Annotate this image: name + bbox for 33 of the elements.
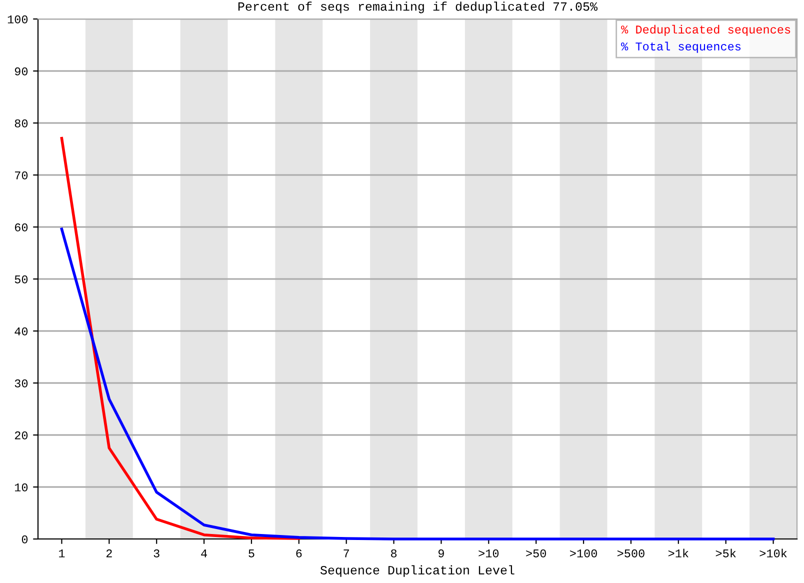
x-tick-label: >100	[570, 549, 597, 558]
x-tick-label: 5	[248, 550, 254, 558]
x-tick-label: 6	[296, 549, 302, 558]
x-tick-label: >10	[478, 549, 499, 558]
x-axis-title: Sequence Duplication Level	[320, 565, 514, 577]
y-tick-label: 0	[22, 535, 28, 544]
line-series	[60, 136, 300, 540]
x-tick-label: 1	[59, 550, 65, 558]
x-tick-label: >5k	[716, 548, 736, 558]
y-tick-label: 40	[14, 327, 28, 336]
y-tick-label: 70	[15, 171, 28, 180]
chart-title: Percent of seqs remaining if deduplicated 77.05%	[238, 2, 598, 14]
y-tick-label: 30	[14, 379, 28, 388]
x-tick-label: 8	[391, 549, 397, 558]
x-tick-label: 9	[438, 549, 444, 558]
x-tick-label: 7	[344, 550, 349, 558]
x-tick-label: 2	[106, 549, 112, 558]
x-tick-label: >1k	[668, 548, 688, 558]
y-tick-label: 60	[14, 223, 28, 232]
y-tick-label: 10	[14, 483, 28, 492]
x-tick-label: 4	[201, 550, 207, 558]
x-tick-label: >50	[526, 549, 546, 558]
x-tick-label: >500	[617, 549, 644, 558]
x-tick-label: >10k	[760, 548, 787, 558]
text: % Total sequences	[621, 42, 741, 53]
y-tick-label: 100	[8, 15, 28, 24]
y-tick-label: 80	[14, 119, 28, 128]
y-tick-label: 90	[14, 67, 28, 76]
line-series	[60, 228, 775, 540]
text: % Deduplicated sequences	[621, 24, 790, 36]
x-tick-label: 3	[154, 549, 160, 558]
y-tick-label: 50	[14, 275, 28, 284]
y-tick-label: 20	[14, 431, 28, 440]
